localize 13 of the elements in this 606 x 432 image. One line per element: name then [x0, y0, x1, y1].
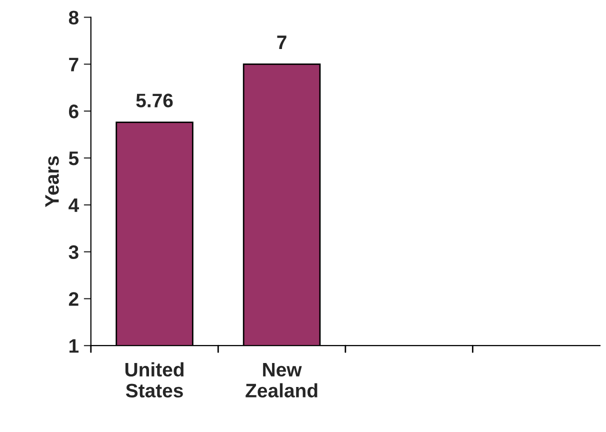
y-tick-label: 1: [70, 339, 79, 353]
y-tick-label: 6: [68, 104, 78, 118]
y-tick-label: 4: [68, 198, 79, 212]
x-tick-label: United States: [125, 362, 184, 398]
y-tick-label: 5: [68, 152, 79, 166]
y-tick-label: 2: [68, 292, 78, 306]
y-tick-label: 8: [68, 10, 78, 25]
y-axis-title: Years: [45, 156, 59, 208]
y-tick-label: 7: [69, 58, 78, 72]
data-label: 7: [277, 36, 286, 50]
y-tick-label: 3: [68, 245, 78, 260]
data-label: 5.76: [136, 94, 173, 108]
x-tick-label: New Zealand: [246, 362, 318, 398]
